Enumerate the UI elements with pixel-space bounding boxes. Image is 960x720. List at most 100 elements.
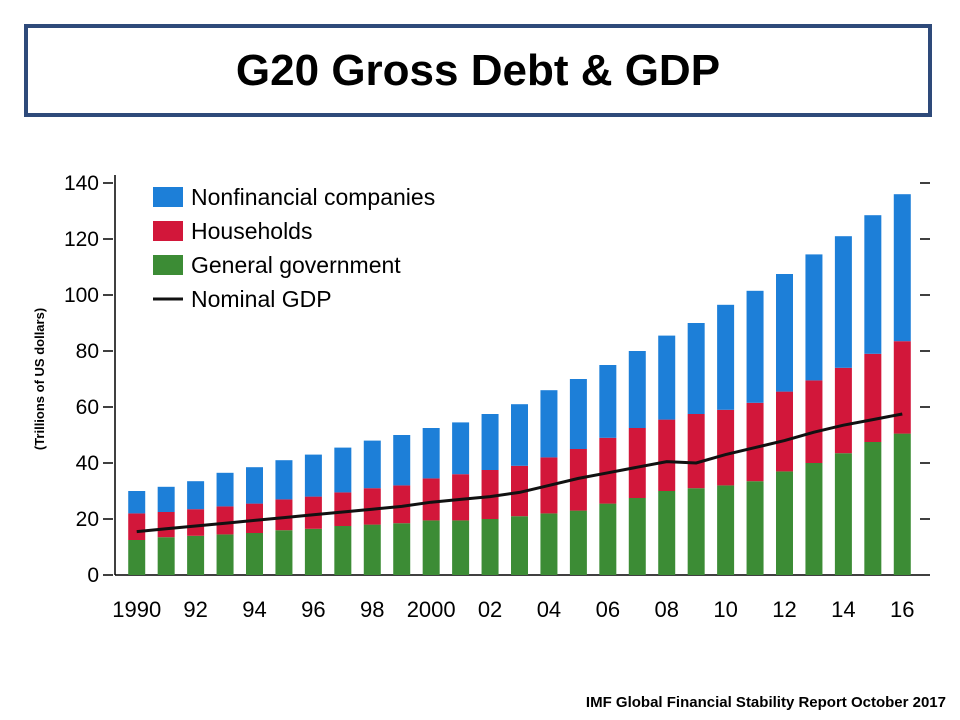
legend-swatch-nonfinancial-companies bbox=[153, 187, 183, 207]
bar-households-2009 bbox=[687, 414, 705, 489]
bar-households-1997 bbox=[334, 492, 352, 526]
bar-general-government-2009 bbox=[687, 488, 705, 575]
bar-general-government-1992 bbox=[187, 535, 205, 575]
bar-nonfinancial-companies-1995 bbox=[275, 460, 293, 500]
source-note: IMF Global Financial Stability Report Oc… bbox=[585, 694, 946, 711]
y-tick-label: 120 bbox=[64, 228, 99, 251]
bar-general-government-1993 bbox=[216, 534, 234, 575]
x-tick-label: 96 bbox=[301, 597, 325, 622]
legend-swatch-general-government bbox=[153, 255, 183, 275]
y-tick-label: 140 bbox=[64, 172, 99, 195]
y-tick-label: 20 bbox=[76, 508, 99, 531]
x-tick-label: 2000 bbox=[407, 597, 456, 622]
x-tick-label: 02 bbox=[478, 597, 502, 622]
bar-general-government-2008 bbox=[658, 491, 676, 575]
y-tick-label: 60 bbox=[76, 396, 99, 419]
bar-households-2006 bbox=[599, 437, 617, 504]
bar-nonfinancial-companies-1993 bbox=[216, 472, 234, 507]
bar-households-1990 bbox=[128, 513, 146, 540]
bar-nonfinancial-companies-2002 bbox=[481, 414, 499, 470]
bar-nonfinancial-companies-2012 bbox=[776, 274, 793, 392]
x-tick-label: 1990 bbox=[112, 597, 161, 622]
bar-general-government-2002 bbox=[481, 519, 499, 575]
slide-title: G20 Gross Debt & GDP bbox=[235, 45, 721, 95]
x-tick-label: 92 bbox=[183, 597, 207, 622]
bar-nonfinancial-companies-1996 bbox=[304, 454, 322, 497]
bar-nonfinancial-companies-2008 bbox=[658, 335, 676, 420]
bar-general-government-2012 bbox=[776, 471, 793, 575]
bar-nonfinancial-companies-2014 bbox=[834, 236, 852, 368]
bar-households-2016 bbox=[893, 341, 911, 434]
bar-nonfinancial-companies-1997 bbox=[334, 447, 352, 493]
bar-households-1995 bbox=[275, 499, 293, 531]
bar-nonfinancial-companies-2016 bbox=[893, 194, 911, 342]
bar-nonfinancial-companies-2000 bbox=[422, 428, 440, 479]
x-tick-label: 14 bbox=[831, 597, 855, 622]
bar-nonfinancial-companies-2015 bbox=[864, 215, 882, 354]
bar-nonfinancial-companies-1999 bbox=[393, 435, 411, 486]
bar-general-government-1995 bbox=[275, 530, 293, 575]
bar-households-1993 bbox=[216, 506, 234, 535]
x-tick-label: 16 bbox=[890, 597, 914, 622]
bar-households-2002 bbox=[481, 470, 499, 519]
x-tick-label: 06 bbox=[596, 597, 620, 622]
bar-nonfinancial-companies-2011 bbox=[746, 290, 764, 403]
bar-nonfinancial-companies-1992 bbox=[187, 481, 205, 510]
bar-nonfinancial-companies-2004 bbox=[540, 390, 558, 458]
bar-households-2001 bbox=[452, 474, 470, 521]
y-tick-label: 40 bbox=[76, 452, 99, 475]
bar-general-government-2007 bbox=[628, 498, 646, 575]
bar-households-1991 bbox=[157, 512, 175, 538]
bar-general-government-2014 bbox=[834, 453, 852, 575]
bar-nonfinancial-companies-2005 bbox=[569, 379, 587, 449]
bar-households-1994 bbox=[246, 503, 263, 533]
legend-swatch-households bbox=[153, 221, 183, 241]
bar-households-2008 bbox=[658, 419, 676, 491]
bar-households-1992 bbox=[187, 509, 205, 536]
bar-households-2000 bbox=[422, 478, 440, 521]
bar-nonfinancial-companies-2006 bbox=[599, 365, 617, 438]
bar-general-government-2003 bbox=[511, 516, 528, 575]
bar-households-1996 bbox=[304, 496, 322, 529]
legend-label: Nonfinancial companies bbox=[191, 184, 435, 210]
bar-nonfinancial-companies-1991 bbox=[157, 486, 175, 512]
bar-nonfinancial-companies-2013 bbox=[805, 254, 823, 381]
bar-nonfinancial-companies-1994 bbox=[246, 467, 263, 504]
bar-general-government-2016 bbox=[893, 433, 911, 575]
bar-households-1999 bbox=[393, 485, 411, 524]
bar-nonfinancial-companies-2003 bbox=[511, 404, 528, 466]
x-tick-label: 94 bbox=[242, 597, 266, 622]
bar-general-government-2010 bbox=[717, 485, 735, 575]
bar-households-2010 bbox=[717, 409, 735, 486]
bar-general-government-2004 bbox=[540, 513, 558, 575]
bar-households-2012 bbox=[776, 391, 793, 472]
bar-households-2014 bbox=[834, 367, 852, 454]
bar-households-2015 bbox=[864, 353, 882, 442]
bar-general-government-2015 bbox=[864, 442, 882, 575]
bar-general-government-1997 bbox=[334, 526, 352, 575]
bar-general-government-1999 bbox=[393, 523, 411, 575]
bar-nonfinancial-companies-2010 bbox=[717, 304, 735, 410]
bar-general-government-2001 bbox=[452, 520, 470, 575]
x-tick-label: 12 bbox=[772, 597, 796, 622]
x-tick-label: 08 bbox=[654, 597, 678, 622]
x-tick-label: 10 bbox=[713, 597, 737, 622]
bar-nonfinancial-companies-2009 bbox=[687, 323, 705, 414]
bar-nonfinancial-companies-2001 bbox=[452, 422, 470, 475]
y-axis-label: (Trillions of US dollars) bbox=[32, 308, 47, 450]
y-tick-label: 0 bbox=[87, 564, 99, 587]
bar-nonfinancial-companies-1998 bbox=[363, 440, 381, 489]
bar-nonfinancial-companies-2007 bbox=[628, 351, 646, 428]
bar-general-government-2006 bbox=[599, 503, 617, 575]
bar-general-government-2011 bbox=[746, 481, 764, 575]
x-tick-label: 98 bbox=[360, 597, 384, 622]
gdp-line bbox=[136, 412, 903, 534]
bar-households-2007 bbox=[628, 428, 646, 498]
bar-general-government-2000 bbox=[422, 520, 440, 575]
title-box: G20 Gross Debt & GDP bbox=[24, 24, 932, 117]
bar-households-1998 bbox=[363, 488, 381, 525]
legend-label: Households bbox=[191, 218, 312, 244]
y-tick-label: 100 bbox=[64, 284, 99, 307]
bar-general-government-1996 bbox=[304, 528, 322, 575]
bar-general-government-1998 bbox=[363, 524, 381, 575]
